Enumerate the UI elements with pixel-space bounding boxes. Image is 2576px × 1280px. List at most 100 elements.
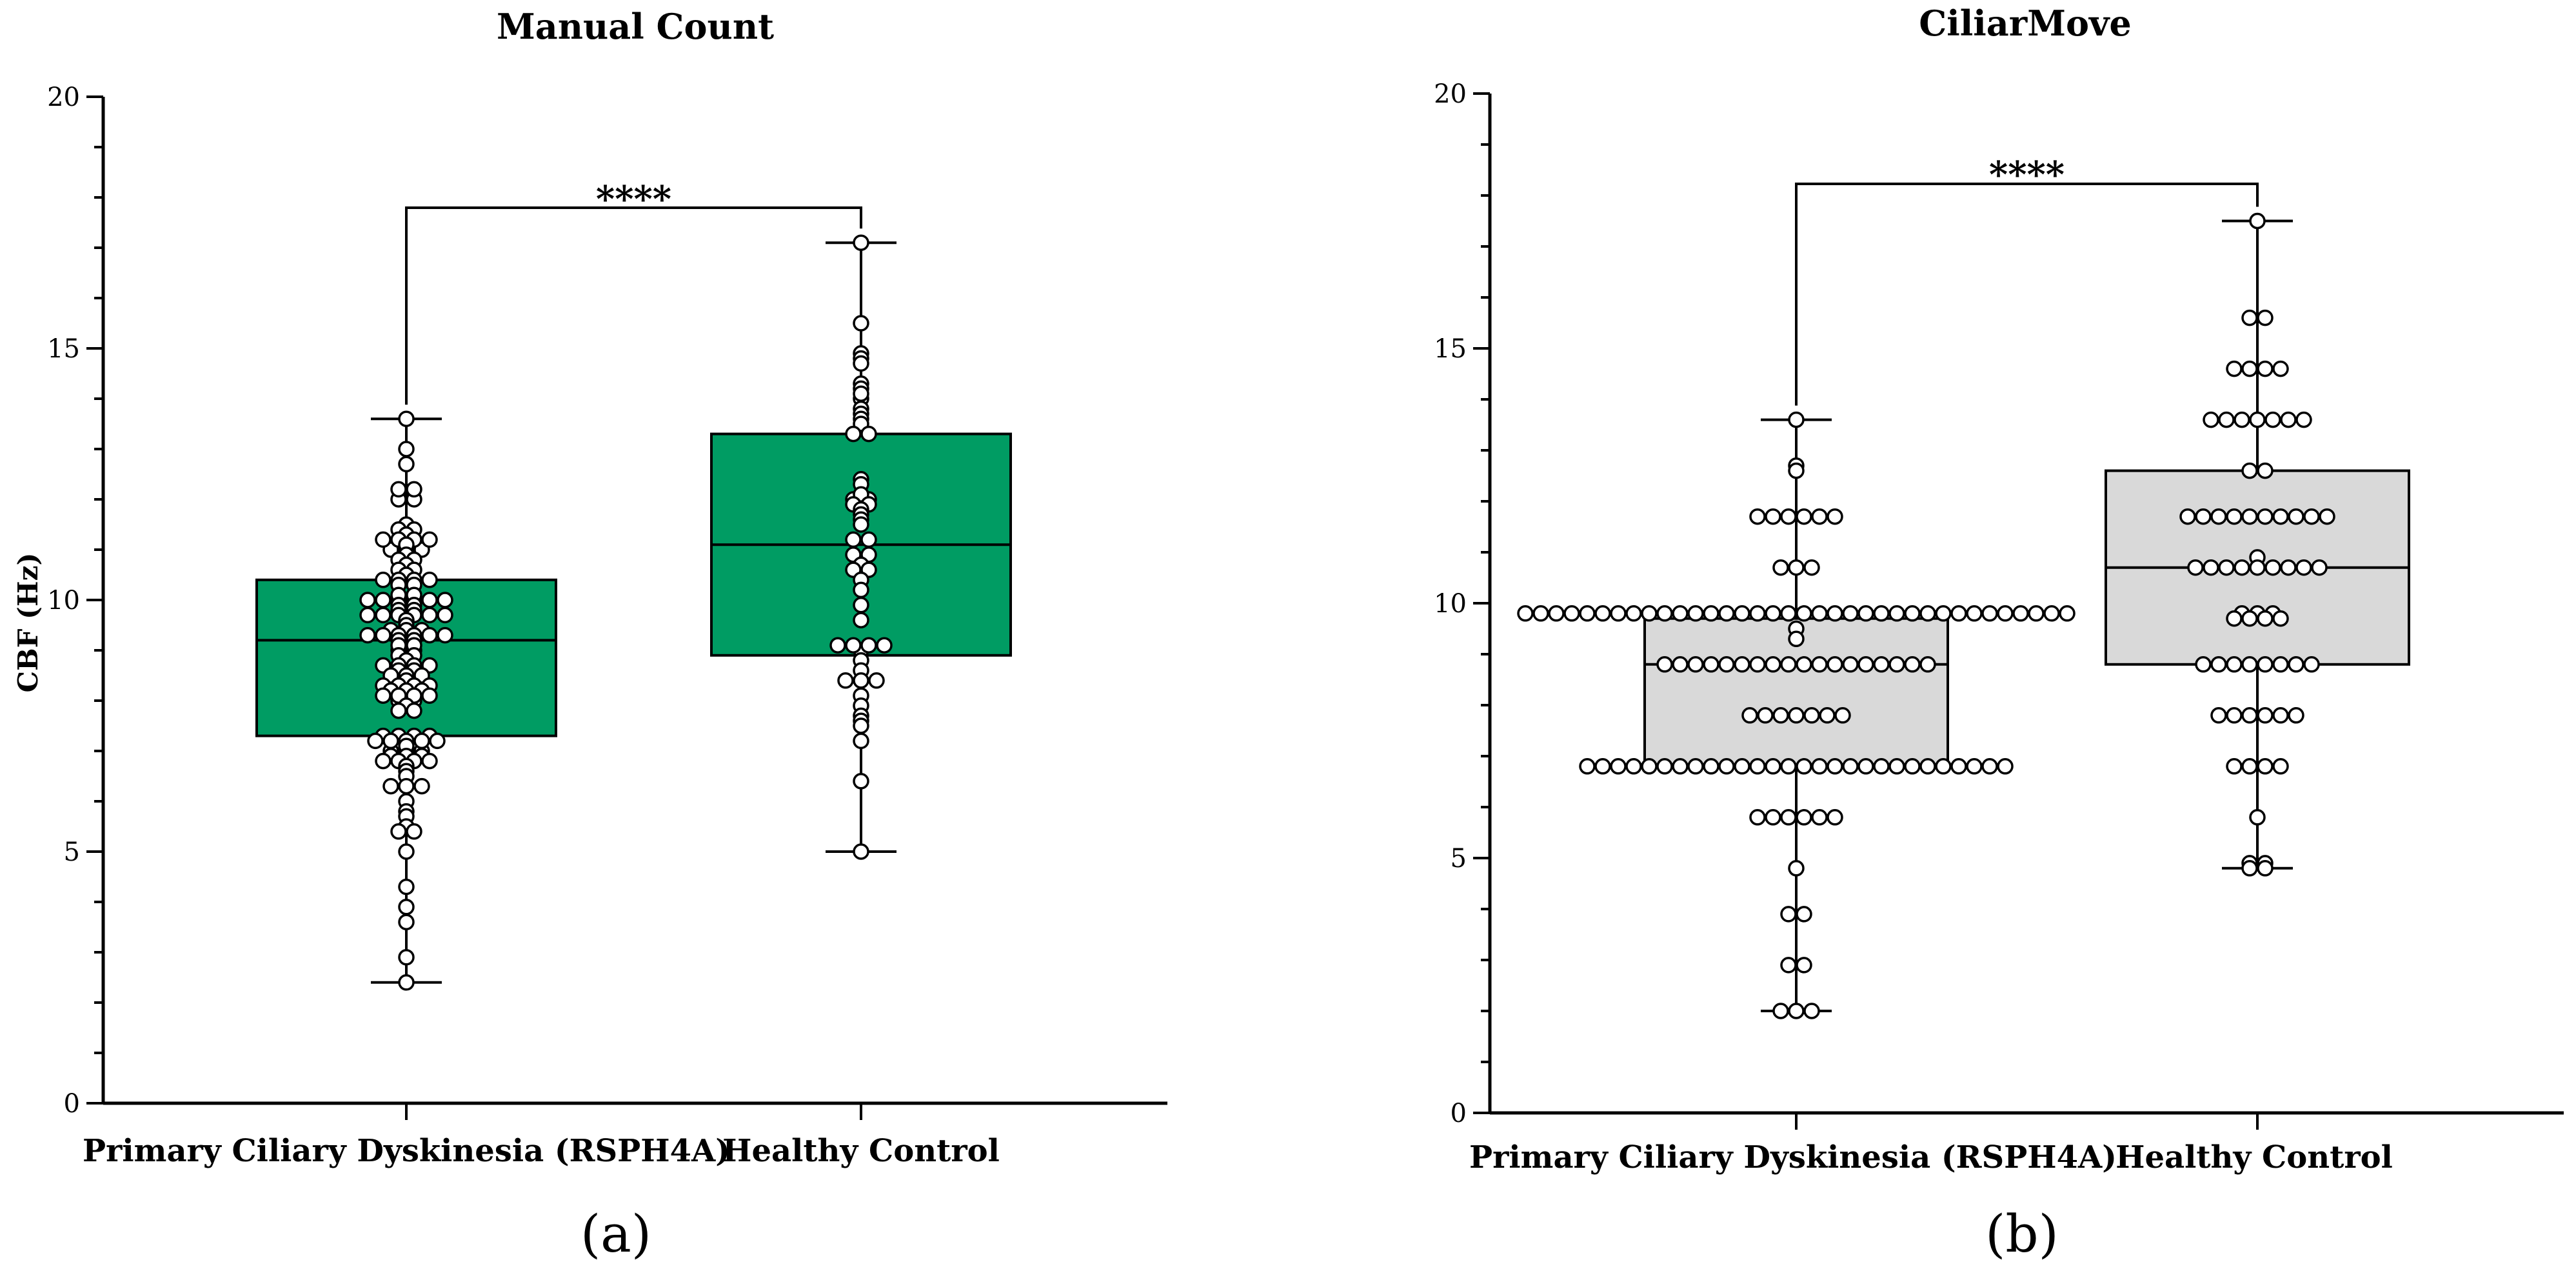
data-point <box>421 592 438 608</box>
data-point <box>1772 707 1789 724</box>
data-point <box>2319 508 2335 525</box>
data-point <box>1625 758 1642 775</box>
data-point <box>406 481 422 498</box>
data-point <box>406 702 422 719</box>
data-point <box>1610 605 1627 622</box>
data-point <box>382 732 399 750</box>
data-point <box>437 626 453 644</box>
data-point <box>2257 462 2274 479</box>
data-point <box>2226 508 2243 525</box>
data-point <box>421 531 438 548</box>
data-point <box>860 637 877 654</box>
data-point <box>1904 758 1921 775</box>
data-point <box>1888 605 1905 622</box>
data-point <box>398 410 415 427</box>
data-point <box>1981 605 1998 622</box>
y-tick-label: 15 <box>47 334 80 364</box>
data-point <box>853 516 869 533</box>
data-point <box>1842 656 1859 673</box>
data-point <box>1950 758 1967 775</box>
data-point <box>1749 508 1766 525</box>
data-point <box>1919 758 1936 775</box>
data-point <box>2295 559 2312 576</box>
data-point <box>2059 605 2076 622</box>
data-point <box>2241 309 2258 326</box>
data-point <box>2210 508 2227 525</box>
data-point <box>1765 656 1781 673</box>
data-point <box>1803 1003 1820 1019</box>
y-tick-label: 15 <box>1434 334 1467 364</box>
data-point <box>1858 605 1874 622</box>
significance-stars: **** <box>596 178 671 221</box>
data-point <box>2226 610 2243 627</box>
data-point <box>1641 605 1658 622</box>
data-point <box>1548 605 1565 622</box>
data-point <box>1672 656 1689 673</box>
data-point <box>1811 809 1828 826</box>
data-point <box>2249 809 2266 826</box>
data-point <box>375 531 391 548</box>
data-point <box>2210 707 2227 724</box>
data-point <box>1780 906 1797 923</box>
data-point <box>437 606 453 624</box>
data-point <box>1888 656 1905 673</box>
data-point <box>2249 559 2266 576</box>
data-point <box>359 592 376 608</box>
data-point <box>1827 508 1843 525</box>
data-point <box>845 637 862 654</box>
data-point <box>367 732 384 750</box>
data-point <box>1788 559 1805 576</box>
data-point <box>2241 610 2258 627</box>
data-point <box>406 823 422 840</box>
data-point <box>1796 758 1812 775</box>
data-point <box>2226 360 2243 377</box>
data-point <box>413 732 430 750</box>
data-point <box>1981 758 1998 775</box>
data-point <box>1811 656 1828 673</box>
data-point <box>1734 758 1750 775</box>
data-point <box>1656 656 1673 673</box>
data-point <box>2257 610 2274 627</box>
data-point <box>853 597 869 614</box>
data-point <box>1734 656 1750 673</box>
data-point <box>853 773 869 790</box>
data-point <box>2264 411 2281 428</box>
data-point <box>2179 508 2196 525</box>
data-point <box>421 626 438 644</box>
data-point <box>437 592 453 608</box>
panel-b-category-label-0: Primary Ciliary Dyskinesia (RSPH4A) <box>1469 1139 2117 1175</box>
data-point <box>2264 559 2281 576</box>
data-point <box>1703 605 1719 622</box>
data-point <box>1772 559 1789 576</box>
data-point <box>1796 906 1812 923</box>
data-point <box>359 606 376 624</box>
data-point <box>1873 605 1890 622</box>
data-point <box>1749 809 1766 826</box>
data-point <box>1919 656 1936 673</box>
data-point <box>2241 758 2258 775</box>
data-point <box>2043 605 2060 622</box>
data-point <box>1796 809 1812 826</box>
data-point <box>1517 605 1534 622</box>
data-point <box>853 732 869 750</box>
data-point <box>2187 559 2204 576</box>
data-point <box>2288 656 2304 673</box>
data-point <box>2234 411 2250 428</box>
y-tick-label: 10 <box>47 586 80 615</box>
panel-b-category-label-1: Healthy Control <box>2115 1139 2393 1175</box>
data-point <box>398 899 415 915</box>
data-point <box>398 914 415 930</box>
data-point <box>1796 656 1812 673</box>
data-point <box>2295 411 2312 428</box>
data-point <box>2241 360 2258 377</box>
data-point <box>1718 605 1735 622</box>
data-point <box>421 606 438 624</box>
data-point <box>1532 605 1549 622</box>
data-point <box>2249 212 2266 230</box>
data-point <box>2272 508 2289 525</box>
data-point <box>2203 559 2219 576</box>
panel-b-title: CiliarMove <box>1919 3 2131 44</box>
data-point <box>1919 605 1936 622</box>
data-point <box>2272 707 2289 724</box>
data-point <box>1625 605 1642 622</box>
